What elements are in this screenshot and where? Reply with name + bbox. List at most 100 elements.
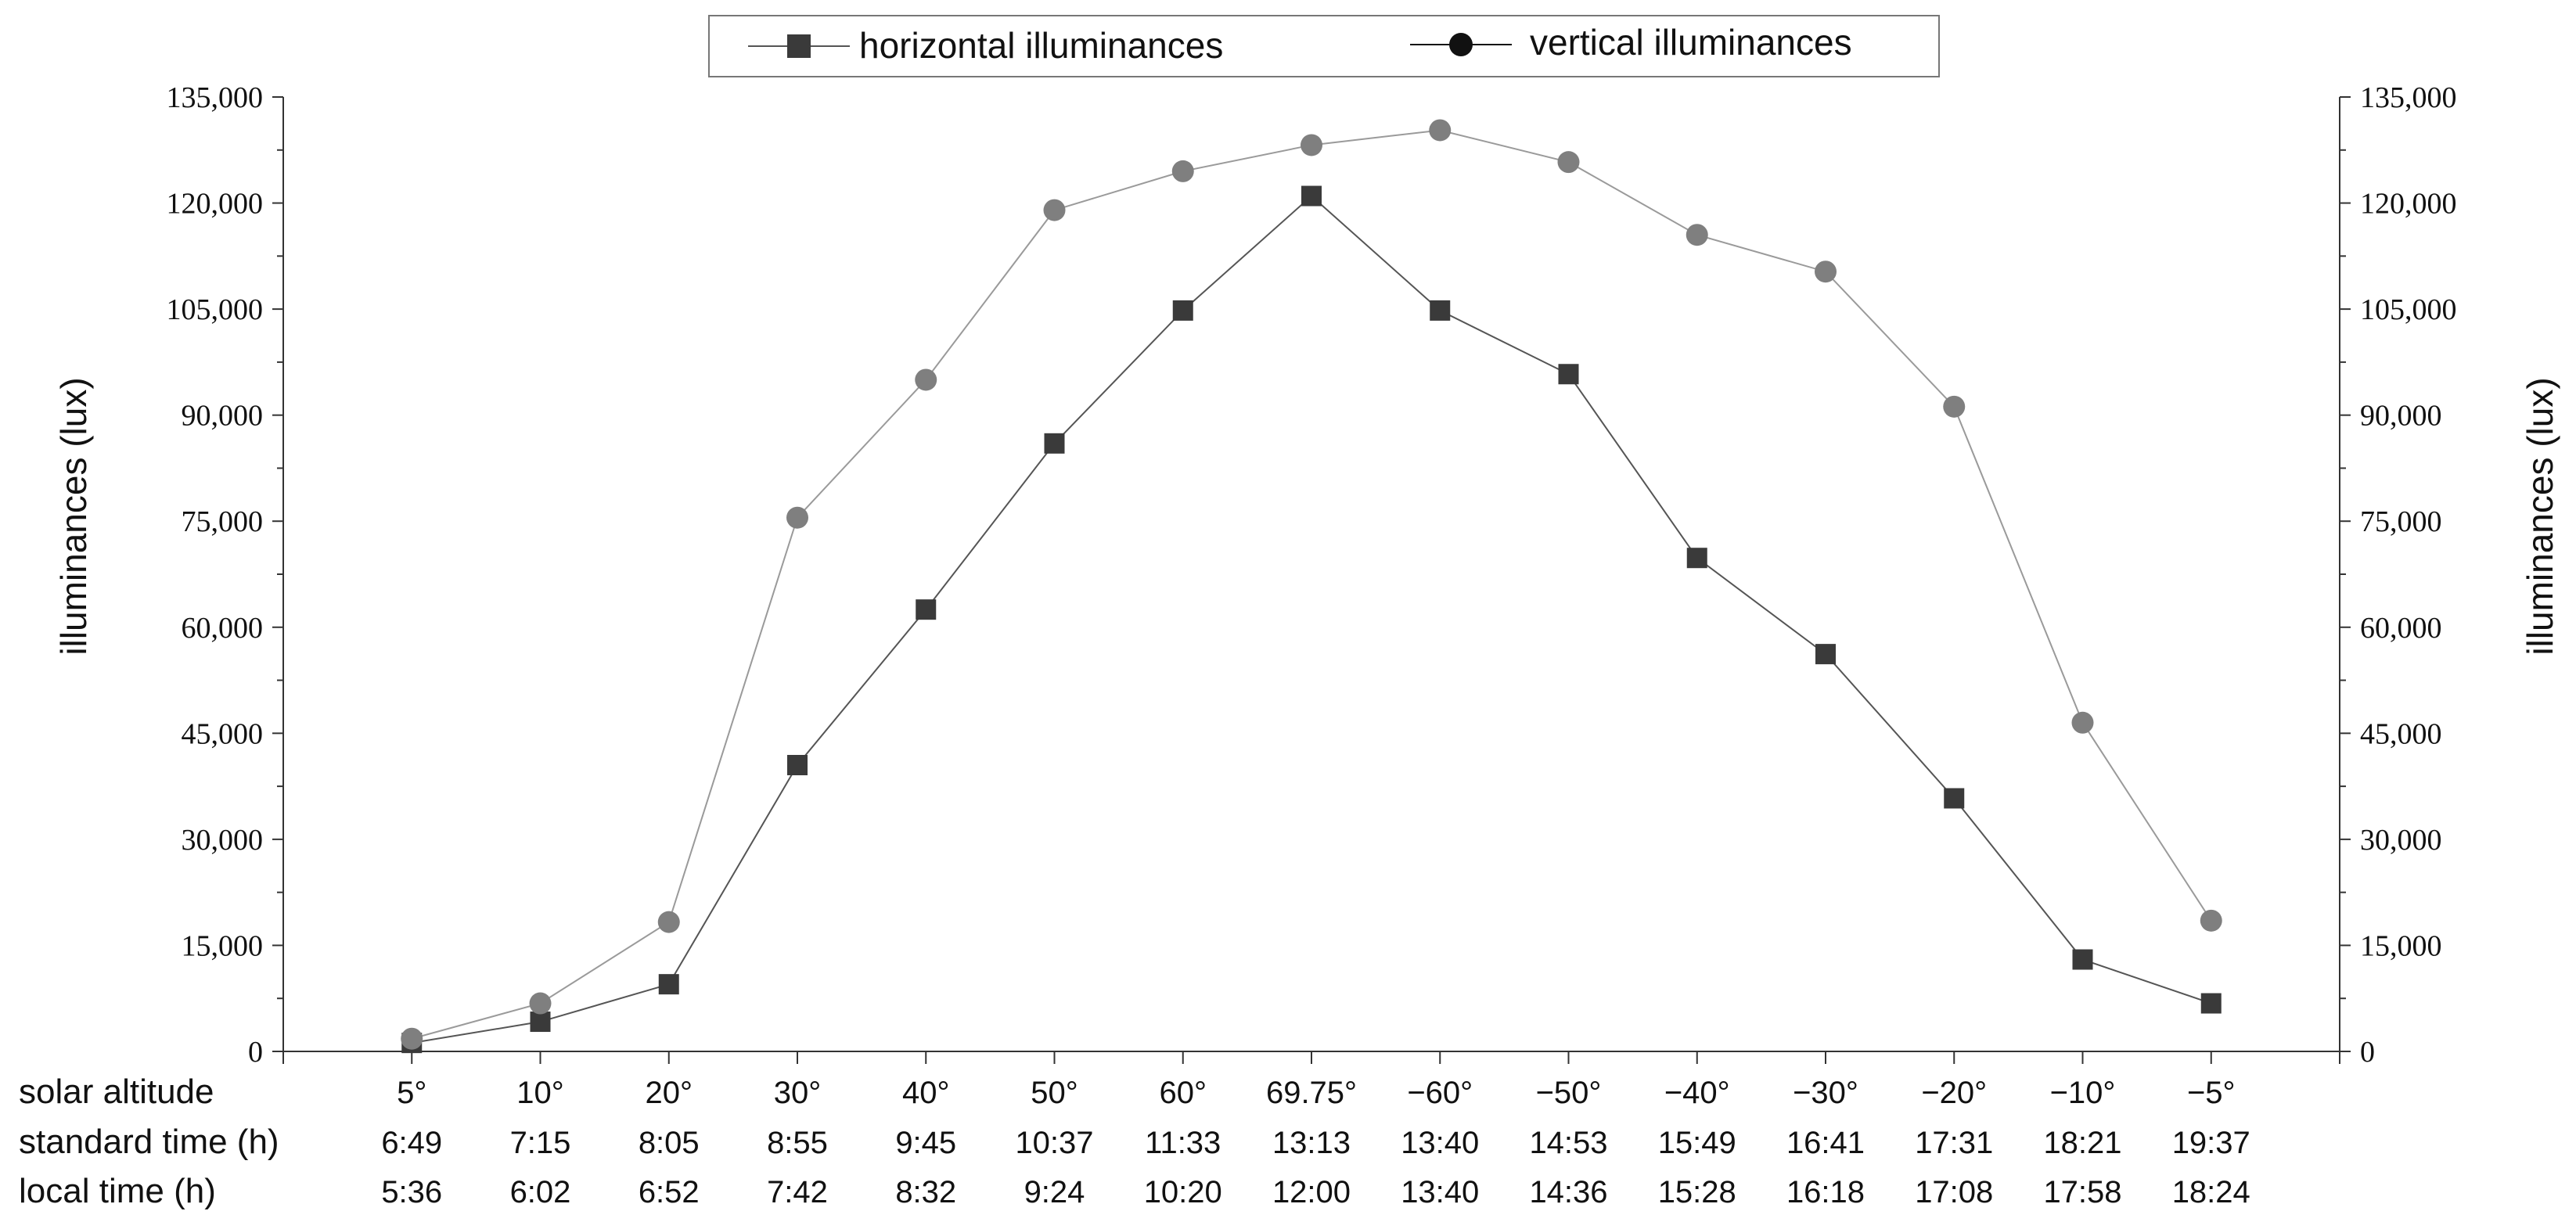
x-tick-label: 6:49 xyxy=(381,1126,442,1160)
x-tick-label: 69.75° xyxy=(1266,1076,1357,1110)
square-marker xyxy=(2072,949,2093,970)
x-tick-label: −30° xyxy=(1793,1076,1858,1110)
x-tick-label: 13:40 xyxy=(1401,1175,1479,1209)
x-tick-label: −40° xyxy=(1664,1076,1730,1110)
circle-marker xyxy=(1557,151,1580,174)
y-tick-label-right: 45,000 xyxy=(2360,717,2442,750)
square-marker xyxy=(1172,300,1193,321)
circle-marker xyxy=(786,506,808,529)
x-tick-label: 7:15 xyxy=(510,1126,571,1160)
circle-marker xyxy=(2200,909,2222,932)
y-tick-label-right: 90,000 xyxy=(2360,400,2442,433)
square-marker xyxy=(1558,364,1579,385)
x-tick-label: 18:21 xyxy=(2043,1126,2121,1160)
square-marker xyxy=(1815,644,1836,665)
x-tick-label: 10° xyxy=(516,1076,564,1110)
x-tick-label: 16:18 xyxy=(1786,1175,1865,1209)
y-tick-label-right: 60,000 xyxy=(2360,612,2442,645)
legend-horizontal-label: horizontal illuminances xyxy=(859,25,1223,66)
category-row-title: local time (h) xyxy=(19,1172,216,1210)
x-tick-label: 7:42 xyxy=(767,1175,828,1209)
y-tick-label-right: 120,000 xyxy=(2360,188,2457,221)
y-axis-right: 0 15,000 30,000 45,000 60,000 75,000 90,000 105… xyxy=(2340,81,2457,1069)
x-tick-label: 9:45 xyxy=(895,1126,956,1160)
circle-marker xyxy=(1171,160,1194,182)
x-tick-label: 40° xyxy=(902,1076,950,1110)
x-tick-label: 16:41 xyxy=(1786,1126,1865,1160)
x-tick-label: 17:31 xyxy=(1915,1126,1993,1160)
x-tick-label: 6:02 xyxy=(510,1175,571,1209)
y-tick-label-right: 15,000 xyxy=(2360,929,2442,962)
x-tick-label: 15:28 xyxy=(1658,1175,1736,1209)
x-tick-label: 14:36 xyxy=(1529,1175,1607,1209)
y-tick-label-left: 105,000 xyxy=(167,293,264,326)
square-marker xyxy=(2200,993,2222,1014)
circle-marker xyxy=(1815,261,1837,283)
series-line-0 xyxy=(412,195,2212,1044)
legend: horizontal illuminances vertical illumin… xyxy=(708,15,1940,77)
x-tick-label: 8:55 xyxy=(767,1126,828,1160)
x-tick-label: 5° xyxy=(397,1076,426,1110)
x-tick-label: 60° xyxy=(1160,1076,1207,1110)
x-tick-label: 8:05 xyxy=(639,1126,700,1160)
y-tick-label-left: 30,000 xyxy=(182,824,264,857)
category-row-title: standard time (h) xyxy=(19,1123,279,1161)
x-tick-label: 50° xyxy=(1031,1076,1078,1110)
circle-marker xyxy=(1943,395,1966,418)
x-tick-label: 10:37 xyxy=(1015,1126,1093,1160)
x-tick-label: 13:40 xyxy=(1401,1126,1479,1160)
x-tick-label: 30° xyxy=(774,1076,822,1110)
square-marker xyxy=(658,974,679,995)
x-tick-label: 5:36 xyxy=(381,1175,442,1209)
y-tick-label-left: 15,000 xyxy=(182,929,264,962)
legend-vertical-label: vertical illuminances xyxy=(1530,22,1852,63)
y-axis-left: 0 15,000 30,000 45,000 60,000 75,000 90,000 105… xyxy=(167,81,283,1069)
y-tick-label-left: 135,000 xyxy=(167,81,264,114)
y-tick-label-left: 75,000 xyxy=(182,505,264,538)
circle-marker xyxy=(1043,199,1066,221)
circle-marker xyxy=(529,992,552,1015)
circle-marker xyxy=(915,368,937,391)
x-tick-label: 17:58 xyxy=(2043,1175,2121,1209)
x-tick-label: 18:24 xyxy=(2172,1175,2250,1209)
circle-marker xyxy=(2071,711,2094,734)
legend-box xyxy=(708,15,1940,77)
x-tick-label: 17:08 xyxy=(1915,1175,1993,1209)
x-tick-label: 15:49 xyxy=(1658,1126,1736,1160)
square-marker xyxy=(1944,788,1965,809)
y-tick-label-right: 105,000 xyxy=(2360,293,2457,326)
x-tick-label: −20° xyxy=(1921,1076,1987,1110)
series-line-1 xyxy=(411,129,2212,1040)
square-marker xyxy=(1686,548,1707,569)
category-row-title: solar altitude xyxy=(19,1073,214,1111)
legend-circle-marker xyxy=(1449,33,1473,56)
y-tick-label-left: 120,000 xyxy=(167,188,264,221)
circle-marker xyxy=(401,1027,423,1050)
square-marker xyxy=(530,1012,551,1033)
y-tick-label-left: 90,000 xyxy=(182,400,264,433)
x-tick-label: 12:00 xyxy=(1272,1175,1351,1209)
y-tick-label-right: 75,000 xyxy=(2360,505,2442,538)
x-tick-label: 10:20 xyxy=(1144,1175,1222,1209)
square-marker xyxy=(916,599,937,620)
legend-square-marker xyxy=(787,34,811,58)
square-marker xyxy=(1301,185,1322,207)
x-tick-label: 13:13 xyxy=(1272,1126,1351,1160)
circle-marker xyxy=(1686,224,1708,246)
y-tick-label-right: 135,000 xyxy=(2360,81,2457,114)
y-tick-label-right: 0 xyxy=(2360,1036,2375,1069)
plot-axes xyxy=(282,97,2340,1064)
circle-marker xyxy=(1429,119,1452,142)
x-tick-label: 14:53 xyxy=(1529,1126,1607,1160)
y-tick-label-right: 30,000 xyxy=(2360,824,2442,857)
x-tick-label: 19:37 xyxy=(2172,1126,2250,1160)
series-layer xyxy=(401,119,2222,1054)
category-rows: solar altitude 5° 10° 20° 30° 40° 50° 60° 69.75°… xyxy=(19,1073,2250,1210)
x-tick-label: 8:32 xyxy=(895,1175,956,1209)
x-tick-label: 20° xyxy=(646,1076,693,1110)
y-tick-label-left: 0 xyxy=(248,1036,263,1069)
x-tick-label: −60° xyxy=(1407,1076,1473,1110)
square-marker xyxy=(1430,300,1451,321)
square-marker xyxy=(787,755,808,775)
